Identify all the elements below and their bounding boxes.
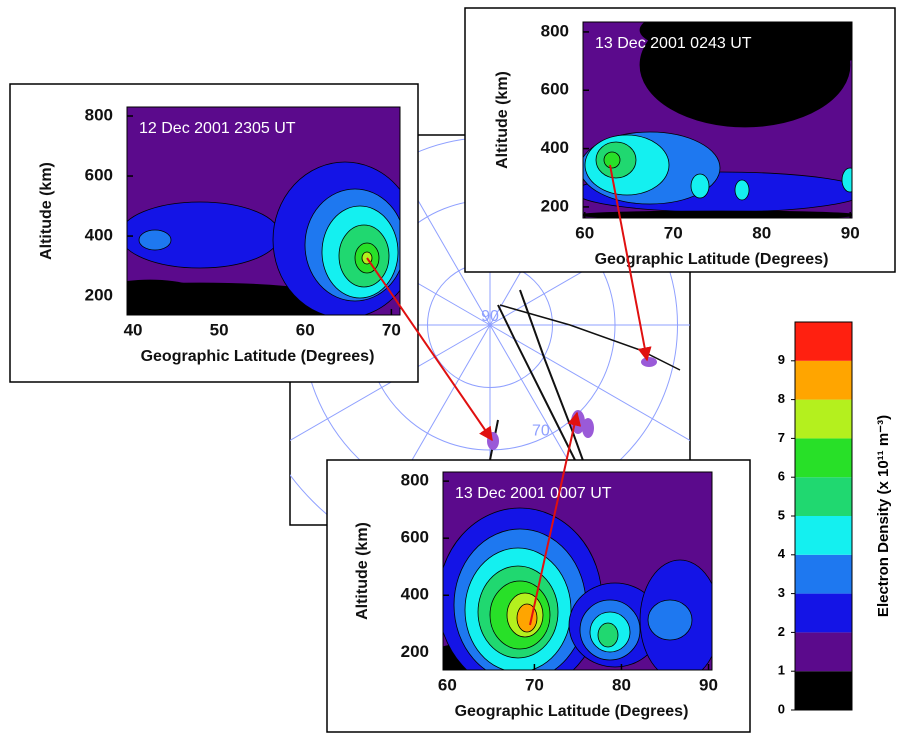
color-band <box>795 399 852 439</box>
color-band <box>795 438 852 478</box>
y-tick-label: 400 <box>541 138 569 157</box>
colorbar-tick-label: 3 <box>778 585 785 600</box>
x-tick-label: 80 <box>612 675 631 694</box>
y-tick-label: 800 <box>401 471 429 490</box>
y-tick-label: 800 <box>541 21 569 40</box>
y-tick-label: 200 <box>401 642 429 661</box>
colorbar-tick-label: 6 <box>778 469 785 484</box>
colorbar-tick-label: 5 <box>778 507 785 522</box>
x-tick-label: 70 <box>382 320 401 339</box>
contour-region <box>690 173 710 199</box>
contour-region <box>754 22 852 66</box>
contour-region <box>841 167 852 193</box>
y-axis-label: Altitude (km) <box>38 162 55 260</box>
color-band <box>795 554 852 594</box>
contour-panel: 60 70 80 90 200 400 600 800 13 Dec 2001 0007 UT G… <box>326 459 751 733</box>
contour-panel: 60 70 80 90 200 400 600 800 13 Dec 2001 0243 UT G… <box>464 7 896 273</box>
annotation: 12 Dec 2001 2305 UT <box>139 120 296 137</box>
y-tick-label: 400 <box>401 585 429 604</box>
polar-tick-label: 90 <box>481 308 499 325</box>
x-tick-label: 60 <box>296 320 315 339</box>
contour-region <box>516 603 538 633</box>
y-tick-label: 200 <box>85 286 113 305</box>
y-tick-label: 200 <box>541 196 569 215</box>
plot-border <box>442 471 713 671</box>
plot-border <box>126 106 401 316</box>
colorbar-tick-label: 4 <box>778 546 786 561</box>
contour-region <box>138 229 172 251</box>
y-axis-label: Altitude (km) <box>494 71 511 169</box>
y-tick-label: 600 <box>401 528 429 547</box>
colorbar-tick-label: 0 <box>778 701 785 716</box>
contour-fill <box>443 472 712 670</box>
colorbar-tick-label: 8 <box>778 391 785 406</box>
colorbar-label: Electron Density (x 10¹¹ m⁻³) <box>875 415 892 617</box>
arrows <box>366 164 652 626</box>
color-band <box>795 477 852 516</box>
annotation: 13 Dec 2001 0243 UT <box>595 35 752 52</box>
color-band <box>795 671 852 710</box>
x-tick-label: 90 <box>699 675 718 694</box>
x-tick-label: 60 <box>438 675 457 694</box>
x-tick-label: 70 <box>664 223 683 242</box>
x-tick-label: 40 <box>124 320 143 339</box>
contour-region <box>647 599 693 641</box>
x-tick-label: 70 <box>525 675 544 694</box>
contour-fill <box>583 22 852 218</box>
contour-region <box>127 279 211 315</box>
y-tick-label: 400 <box>85 226 113 245</box>
y-tick-label: 800 <box>85 105 113 124</box>
annotation: 13 Dec 2001 0007 UT <box>455 485 612 502</box>
polar-spoke <box>489 324 690 442</box>
x-axis-label: Geographic Latitude (Degrees) <box>455 703 689 720</box>
colorbar-tick-label: 1 <box>778 663 785 678</box>
x-axis-label: Geographic Latitude (Degrees) <box>595 251 829 268</box>
y-axis-label: Altitude (km) <box>354 522 371 620</box>
x-axis-label: Geographic Latitude (Degrees) <box>141 348 375 365</box>
x-tick-label: 80 <box>752 223 771 242</box>
colorbar: 0 1 2 3 4 5 6 7 8 9 Electron Density (x 10¹¹ m⁻³) <box>778 321 892 716</box>
color-band <box>795 516 852 555</box>
plot-border <box>582 21 853 219</box>
x-tick-label: 60 <box>575 223 594 242</box>
contour-region <box>734 179 750 201</box>
contour-region <box>639 22 761 51</box>
polar-spoke <box>290 324 491 442</box>
polar-tick-label: 70 <box>532 422 550 439</box>
color-band <box>795 632 852 672</box>
contour-region <box>583 210 852 218</box>
color-band <box>795 322 852 361</box>
y-tick-label: 600 <box>85 166 113 185</box>
colorbar-tick-label: 7 <box>778 430 785 445</box>
y-tick-label: 600 <box>541 80 569 99</box>
contour-panel: 40 50 60 70 200 400 600 800 12 Dec 2001 2305 UT G… <box>9 83 419 383</box>
colorbar-tick-label: 9 <box>778 352 785 367</box>
contour-region <box>597 622 619 648</box>
color-band <box>795 593 852 633</box>
x-tick-label: 50 <box>210 320 229 339</box>
color-band <box>795 360 852 400</box>
colorbar-tick-label: 2 <box>778 624 785 639</box>
x-tick-label: 90 <box>841 223 860 242</box>
contour-region <box>603 151 621 169</box>
